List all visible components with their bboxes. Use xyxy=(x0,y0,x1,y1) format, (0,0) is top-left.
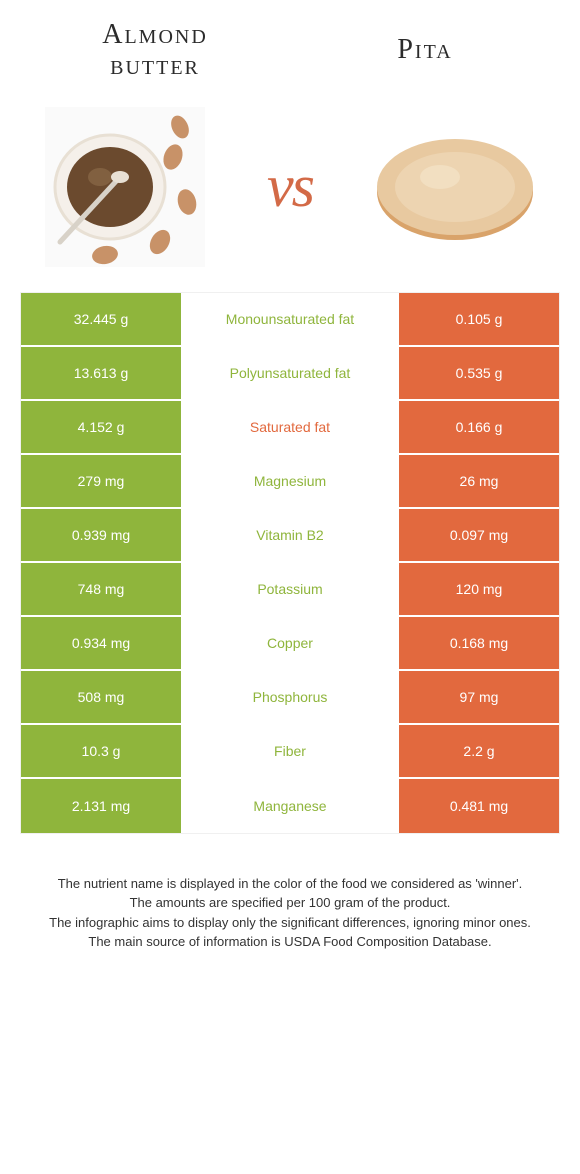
footer-line: The amounts are specified per 100 gram o… xyxy=(30,893,550,913)
value-b: 0.105 g xyxy=(399,293,559,345)
food-b-title: Pita xyxy=(330,35,520,66)
footer-line: The nutrient name is displayed in the co… xyxy=(30,874,550,894)
value-b: 120 mg xyxy=(399,563,559,615)
table-row: 13.613 gPolyunsaturated fat0.535 g xyxy=(21,347,559,401)
value-a: 0.939 mg xyxy=(21,509,181,561)
nutrient-name: Polyunsaturated fat xyxy=(181,347,399,399)
almond-butter-icon xyxy=(45,107,205,267)
nutrient-name: Saturated fat xyxy=(181,401,399,453)
value-b: 0.535 g xyxy=(399,347,559,399)
table-row: 2.131 mgManganese0.481 mg xyxy=(21,779,559,833)
table-row: 4.152 gSaturated fat0.166 g xyxy=(21,401,559,455)
food-b-image xyxy=(370,102,540,272)
pita-icon xyxy=(370,122,540,252)
value-b: 97 mg xyxy=(399,671,559,723)
value-a: 748 mg xyxy=(21,563,181,615)
table-row: 279 mgMagnesium26 mg xyxy=(21,455,559,509)
value-b: 0.168 mg xyxy=(399,617,559,669)
table-row: 32.445 gMonounsaturated fat0.105 g xyxy=(21,293,559,347)
nutrient-table: 32.445 gMonounsaturated fat0.105 g13.613… xyxy=(20,292,560,834)
nutrient-name: Manganese xyxy=(181,779,399,833)
value-a: 10.3 g xyxy=(21,725,181,777)
table-row: 10.3 gFiber2.2 g xyxy=(21,725,559,779)
value-a: 279 mg xyxy=(21,455,181,507)
table-row: 0.934 mgCopper0.168 mg xyxy=(21,617,559,671)
nutrient-name: Fiber xyxy=(181,725,399,777)
value-b: 0.481 mg xyxy=(399,779,559,833)
value-a: 508 mg xyxy=(21,671,181,723)
value-b: 26 mg xyxy=(399,455,559,507)
value-a: 32.445 g xyxy=(21,293,181,345)
value-a: 13.613 g xyxy=(21,347,181,399)
nutrient-name: Magnesium xyxy=(181,455,399,507)
footer-line: The infographic aims to display only the… xyxy=(30,913,550,933)
food-a-title: Almond butter xyxy=(60,20,250,82)
footer-line: The main source of information is USDA F… xyxy=(30,932,550,952)
nutrient-name: Copper xyxy=(181,617,399,669)
header-titles: Almond butter Pita xyxy=(0,0,580,92)
food-a-image xyxy=(40,102,210,272)
images-row: vs xyxy=(0,92,580,292)
value-b: 2.2 g xyxy=(399,725,559,777)
value-b: 0.097 mg xyxy=(399,509,559,561)
value-a: 0.934 mg xyxy=(21,617,181,669)
nutrient-name: Vitamin B2 xyxy=(181,509,399,561)
table-row: 0.939 mgVitamin B20.097 mg xyxy=(21,509,559,563)
nutrient-name: Monounsaturated fat xyxy=(181,293,399,345)
table-row: 748 mgPotassium120 mg xyxy=(21,563,559,617)
nutrient-name: Potassium xyxy=(181,563,399,615)
value-a: 2.131 mg xyxy=(21,779,181,833)
footer-notes: The nutrient name is displayed in the co… xyxy=(0,834,580,972)
nutrient-name: Phosphorus xyxy=(181,671,399,723)
vs-label: vs xyxy=(267,152,313,221)
table-row: 508 mgPhosphorus97 mg xyxy=(21,671,559,725)
value-a: 4.152 g xyxy=(21,401,181,453)
value-b: 0.166 g xyxy=(399,401,559,453)
